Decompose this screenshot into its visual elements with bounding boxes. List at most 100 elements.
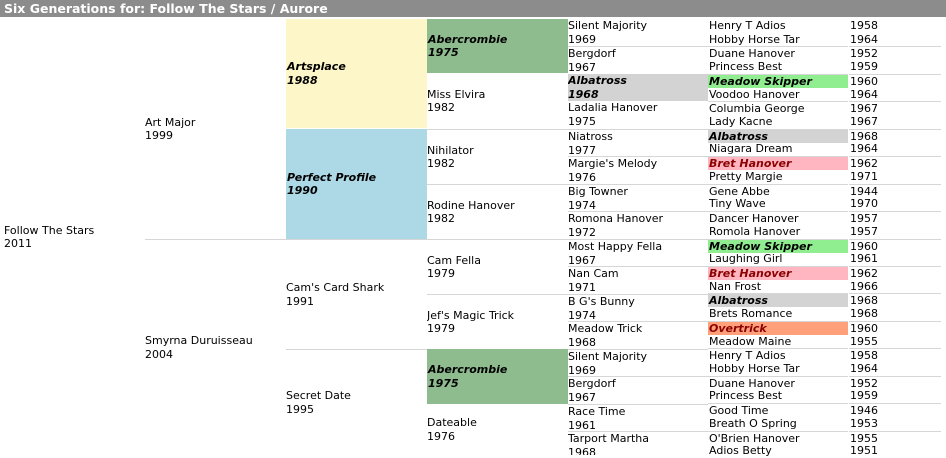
gen6-horse-name[interactable]: Hobby Horse Tar [709,362,800,375]
gen6-horse-name[interactable]: Meadow Maine [709,335,792,348]
horse-year: 1975 [428,46,459,59]
horse-year: 1969 [568,363,596,377]
gen6-horse-year: 1962 [849,266,941,280]
gen6-horse-name[interactable]: Duane Hanover [708,376,848,390]
horse-year: 1975 [568,114,596,128]
horse-name[interactable]: Smyrna Duruisseau [145,334,253,347]
horse-name[interactable]: Cam Fella [427,253,481,267]
horse-name[interactable]: Race Time [568,405,626,418]
horse-name[interactable]: Bergdorf [568,377,616,390]
horse-name[interactable]: Margie's Melody [568,157,658,170]
horse-name[interactable]: Rodine Hanover [427,198,515,212]
horse-name[interactable]: Meadow Trick [568,322,643,335]
horse-name[interactable]: Nan Cam [568,267,619,280]
gen4-cell: Abercrombie 1975 [427,19,568,73]
gen6-horse-name[interactable]: Hobby Horse Tar [709,33,800,46]
gen6-horse-name[interactable]: Bret Hanover [708,156,848,170]
horse-name[interactable]: Most Happy Fella [568,240,663,253]
gen6-horse-name[interactable]: Princess Best [709,389,783,402]
horse-name[interactable]: Nihilator [427,143,474,157]
horse-year: 1974 [568,198,596,212]
gen6-horse-name[interactable]: Princess Best [709,60,783,73]
gen6-horse-name[interactable]: Brets Romance [709,307,793,320]
horse-name[interactable]: Artsplace [287,60,346,73]
gen6-horse-year: 1952 [849,46,941,60]
gen6-horse-name[interactable]: Breath O Spring [709,417,797,430]
horse-year: 1982 [427,157,455,170]
gen6-horse-name[interactable]: Tiny Wave [709,197,766,210]
horse-name[interactable]: Miss Elvira [427,87,486,101]
gen6-horse-name[interactable]: Dancer Hanover [708,211,848,225]
horse-name[interactable]: Cam's Card Shark [286,281,385,294]
gen5-cell: Race Time 1961 [568,404,708,431]
gen6-horse-name[interactable]: Bret Hanover [708,266,848,280]
gen6-horse-year: 1957 [849,211,941,225]
horse-name[interactable]: Romona Hanover [568,212,664,225]
gen6-horse-year: 1951 [850,444,878,457]
horse-name[interactable]: Abercrombie [428,363,508,376]
horse-year: 1979 [427,267,455,280]
horse-name[interactable]: B G's Bunny [568,295,635,308]
gen6-horse-year: 1946 [849,403,941,417]
gen6-horse-year: 1971 [850,170,878,183]
horse-name[interactable]: Tarport Martha [568,432,649,445]
horse-name[interactable]: Secret Date [286,389,351,402]
gen6-horse-name[interactable]: O'Brien Hanover [708,431,848,445]
horse-name[interactable]: Abercrombie [428,32,508,46]
horse-name[interactable]: Niatross [568,130,613,143]
gen3-cell: Cam's Card Shark 1991 [286,239,427,349]
horse-name[interactable]: Jef's Magic Trick [427,308,515,322]
gen6-horse-name[interactable]: Henry T Adios [709,19,786,32]
gen6-horse-name[interactable]: Albatross [708,129,848,143]
horse-name[interactable]: Perfect Profile [287,170,377,184]
gen6-horse-year: 1967 [849,101,941,115]
horse-name[interactable]: Silent Majority [568,19,648,32]
gen6-horse-name[interactable]: Meadow Skipper [708,239,848,253]
horse-name[interactable]: Art Major [145,115,196,129]
gen6-horse-year: 1964 [850,33,878,46]
gen6-horse-name[interactable]: Niagara Dream [709,142,793,155]
gen6-horse-name[interactable]: Overtrick [708,321,848,335]
gen6-horse-name[interactable]: Nan Frost [709,280,762,293]
gen5-cell: Albatross 1968 [568,74,708,101]
horse-name[interactable]: Ladalia Hanover [568,101,658,114]
horse-year: 1976 [568,170,596,184]
gen6-horse-name[interactable]: Romola Hanover [709,225,801,238]
horse-year: 1967 [568,60,596,74]
gen6-horse-year: 1958 [850,19,878,32]
horse-year: 1976 [427,429,455,443]
gen6-horse-name[interactable]: Duane Hanover [708,46,848,60]
gen6-horse-year: 1962 [849,156,941,170]
page-title: Six Generations for: Follow The Stars / … [0,0,946,18]
gen4-cell: Abercrombie 1975 [427,349,568,404]
gen6-horse-name[interactable]: Pretty Margie [709,170,783,183]
gen6-horse-year: 1952 [849,376,941,390]
gen6-horse-year: 1955 [850,335,878,348]
gen6-horse-name[interactable]: Columbia George [708,101,848,115]
gen6-horse-year: 1968 [849,129,941,143]
horse-name[interactable]: Silent Majority [568,350,648,363]
gen6-horse-year: 1961 [850,252,878,265]
horse-name[interactable]: Dateable [427,416,477,429]
horse-year: 1967 [568,390,596,404]
gen6-horse-name[interactable]: Lady Kacne [709,115,773,128]
gen6-horse-name[interactable]: Laughing Girl [709,252,783,265]
gen6-horse-name[interactable]: Gene Abbe [708,184,848,198]
horse-name[interactable]: Follow The Stars [4,223,95,237]
horse-name[interactable]: Bergdorf [568,47,616,60]
gen6-horse-name[interactable]: Adios Betty [709,444,772,457]
gen6-horse-name[interactable]: Voodoo Hanover [709,88,800,101]
gen5-cell: Silent Majority 1969 [568,19,708,46]
gen6-horse-year: 1953 [850,417,878,430]
horse-name[interactable]: Big Towner [568,185,628,198]
gen6-horse-year: 1958 [849,348,941,362]
gen6-horse-name[interactable]: Albatross [708,293,848,307]
gen6-horse-name[interactable]: Henry T Adios [708,348,848,362]
horse-year: 1967 [568,253,596,267]
gen6-horse-name[interactable]: Meadow Skipper [708,74,848,88]
gen6-horse-year: 1960 [849,239,941,253]
gen6-horse-name[interactable]: Good Time [708,403,848,417]
horse-name[interactable]: Albatross [568,74,627,87]
gen6-horse-year: 1968 [849,293,941,307]
gen6-horse-year: 1964 [850,362,878,375]
